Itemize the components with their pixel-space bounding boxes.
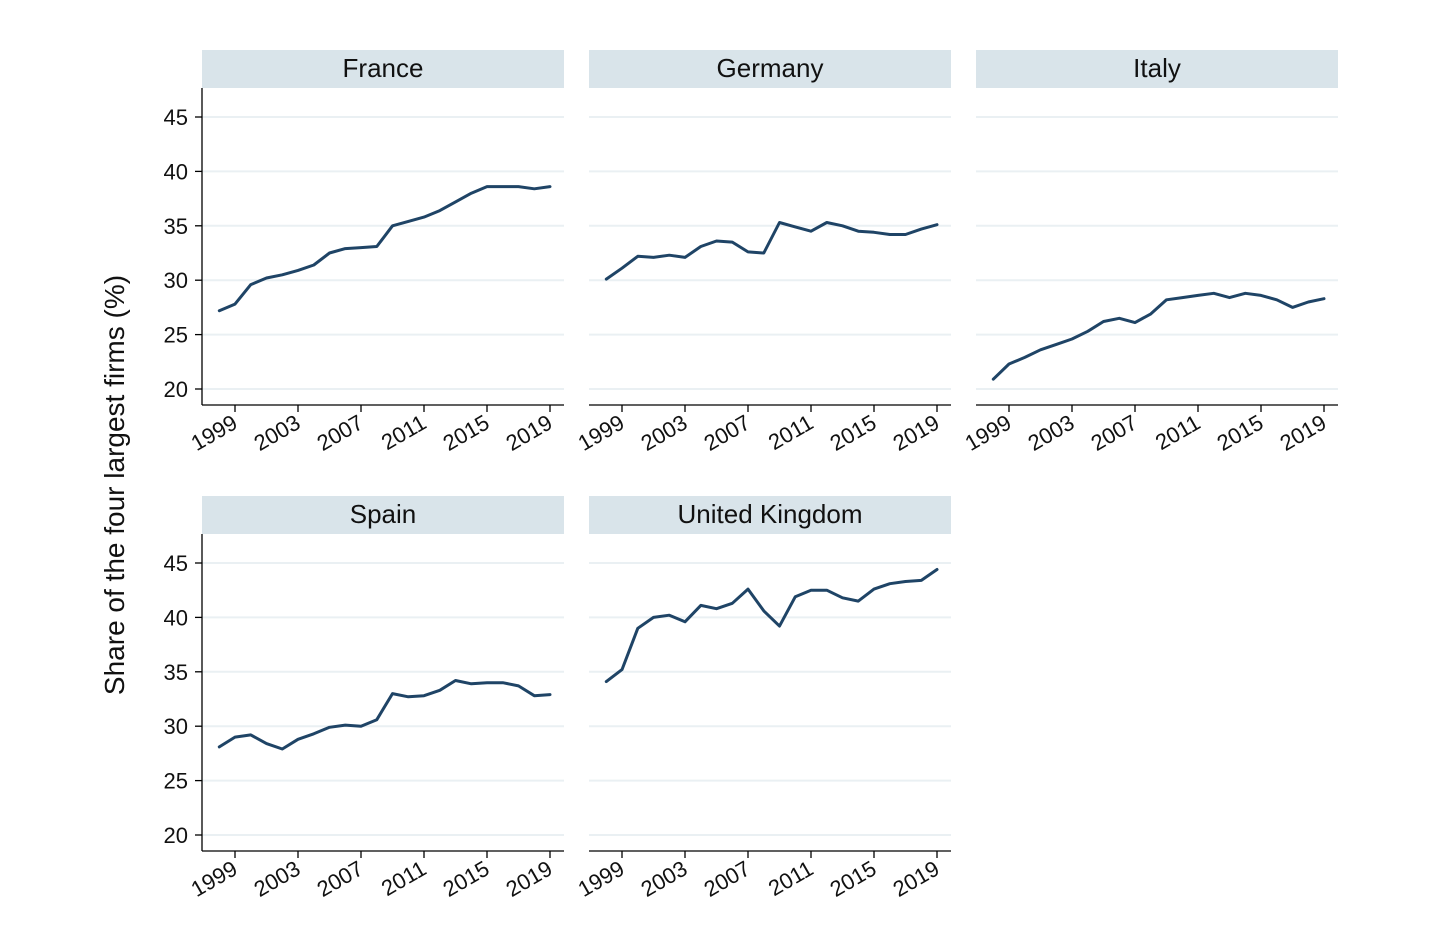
y-tick-label: 20 [164, 823, 188, 848]
y-tick-label: 45 [164, 105, 188, 130]
x-tick-label: 1999 [574, 856, 629, 902]
y-tick-label: 25 [164, 769, 188, 794]
x-tick-label: 2003 [250, 856, 305, 902]
x-tick-label: 2003 [637, 410, 692, 456]
series-line-spain [217, 679, 552, 751]
x-tick-label: 2019 [889, 856, 944, 902]
y-tick-label: 25 [164, 323, 188, 348]
y-tick-label: 35 [164, 660, 188, 685]
panel-france: France 20 25 30 35 40 45 1999 2003 2007 2011 2015 20… [164, 50, 564, 456]
x-tick-label: 2015 [1213, 410, 1268, 456]
x-tick-label: 2019 [1276, 410, 1331, 456]
x-tick-label: 2019 [502, 856, 557, 902]
panel-strip [202, 496, 564, 534]
x-tick-label: 2011 [764, 410, 817, 455]
panel-title: France [343, 53, 424, 83]
panel-title: Italy [1133, 53, 1181, 83]
y-tick-label: 30 [164, 714, 188, 739]
x-tick-label: 2003 [250, 410, 305, 456]
x-tick-label: 2015 [439, 856, 494, 902]
series-line-italy [991, 291, 1326, 381]
panel-strip [202, 50, 564, 88]
series-line-france [217, 185, 552, 313]
panel-strip [976, 50, 1338, 88]
x-tick-label: 1999 [961, 410, 1016, 456]
x-tick-label: 2003 [1024, 410, 1079, 456]
panel-united-kingdom: United Kingdom 1999 2003 2007 2011 2015 2019 [574, 496, 951, 902]
x-tick-label: 2007 [313, 410, 368, 456]
y-tick-label: 40 [164, 605, 188, 630]
x-tick-label: 2011 [377, 410, 430, 455]
x-tick-label: 2007 [313, 856, 368, 902]
panel-strip [589, 50, 951, 88]
x-tick-label: 2011 [377, 856, 430, 901]
x-tick-label: 2015 [826, 410, 881, 456]
x-tick-label: 1999 [187, 856, 242, 902]
x-tick-label: 2019 [889, 410, 944, 456]
x-tick-label: 2015 [439, 410, 494, 456]
y-axis-title: Share of the four largest firms (%) [99, 275, 130, 695]
x-tick-label: 2007 [700, 856, 755, 902]
y-tick-label: 30 [164, 268, 188, 293]
x-tick-label: 2019 [502, 410, 557, 456]
x-tick-label: 1999 [574, 410, 629, 456]
series-line-united-kingdom [604, 568, 939, 684]
x-tick-label: 2011 [1151, 410, 1204, 455]
y-tick-label: 40 [164, 159, 188, 184]
x-tick-label: 2007 [700, 410, 755, 456]
y-tick-label: 45 [164, 551, 188, 576]
series-line-germany [604, 221, 939, 281]
x-tick-label: 2015 [826, 856, 881, 902]
x-tick-label: 1999 [187, 410, 242, 456]
panel-title: United Kingdom [678, 499, 863, 529]
y-tick-label: 20 [164, 377, 188, 402]
x-tick-label: 2011 [764, 856, 817, 901]
x-tick-label: 2007 [1087, 410, 1142, 456]
panel-italy: Italy 1999 2003 2007 2011 2015 2019 [961, 50, 1338, 456]
panel-strip [589, 496, 951, 534]
panel-germany: Germany 1999 2003 2007 2011 2015 2019 [574, 50, 951, 456]
panel-spain: Spain 20 25 30 35 40 45 1999 2003 2007 2011 2015 201… [164, 496, 564, 902]
panel-title: Germany [717, 53, 824, 83]
y-tick-label: 35 [164, 214, 188, 239]
x-tick-label: 2003 [637, 856, 692, 902]
panel-title: Spain [350, 499, 417, 529]
